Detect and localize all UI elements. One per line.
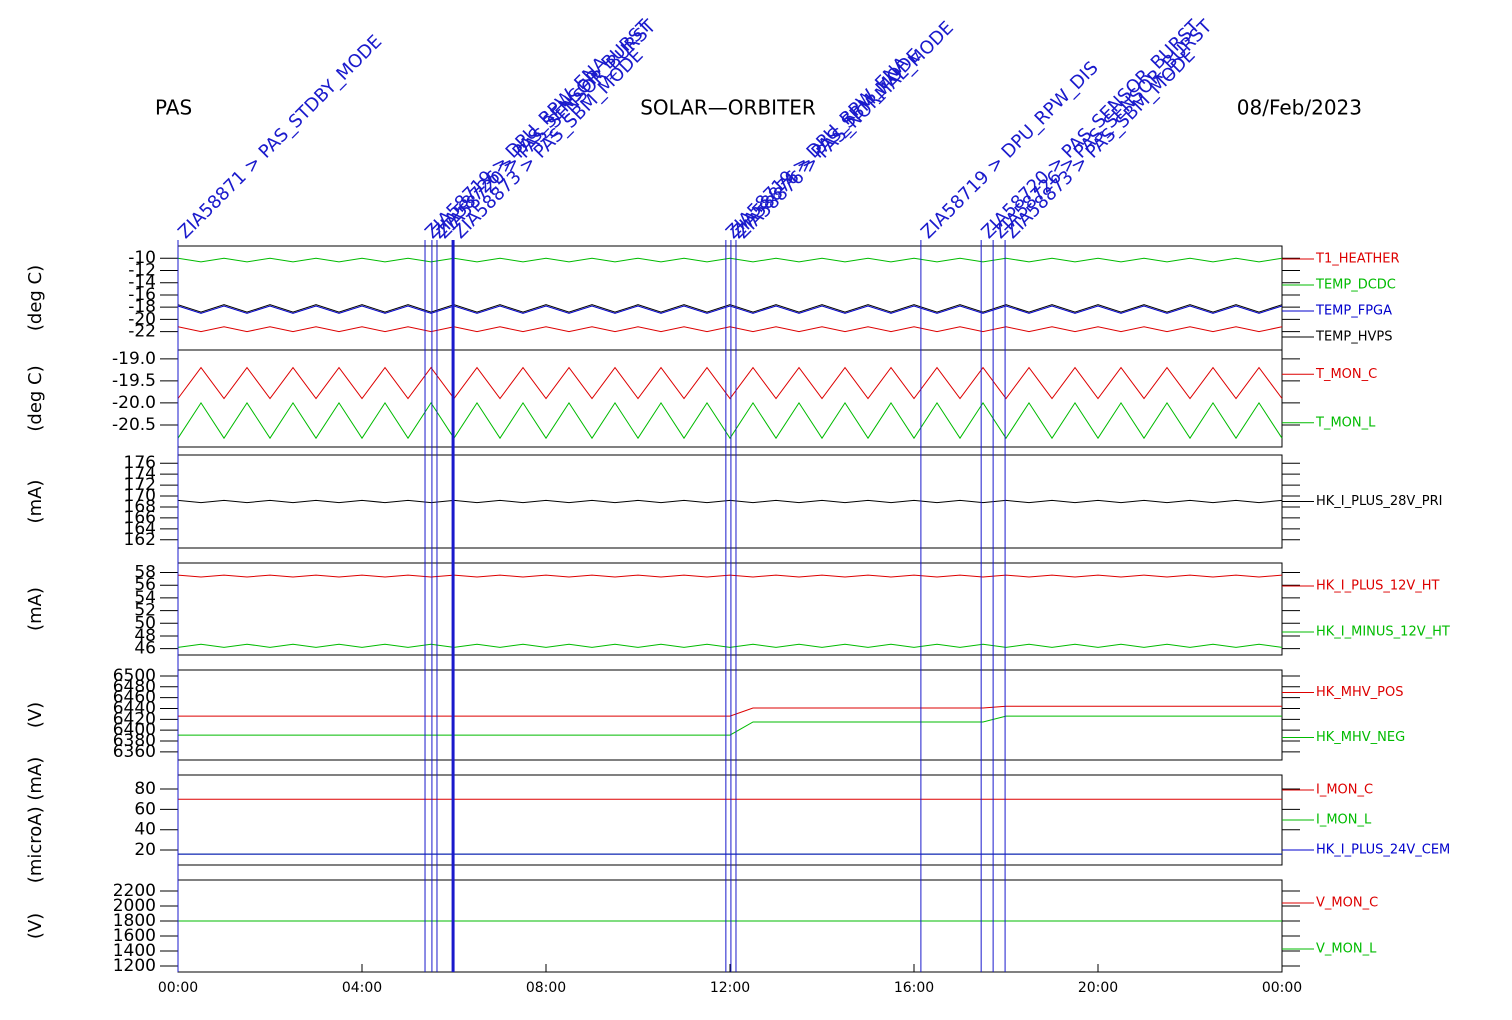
y-tick-label: 6440 — [113, 698, 156, 718]
legend-label: HK_I_PLUS_24V_CEM — [1316, 843, 1450, 858]
y-tick-label: 1400 — [113, 941, 156, 961]
y-tick-label: -19.5 — [112, 371, 156, 391]
y-tick-label: 168 — [124, 497, 156, 517]
legend-label: I_MON_C — [1316, 783, 1373, 798]
y-tick-label: 6480 — [113, 677, 156, 697]
y-tick-label: 6420 — [113, 709, 156, 729]
y-tick-label: 54 — [134, 588, 156, 608]
x-tick-label: 00:00 — [1262, 980, 1302, 996]
panel-frame — [177, 774, 1283, 866]
series-line — [177, 499, 1283, 504]
series-line — [177, 304, 1283, 313]
legend-label: HK_I_PLUS_28V_PRI — [1316, 494, 1442, 509]
legend-label: V_MON_L — [1316, 942, 1377, 957]
y-tick-label: -18 — [128, 297, 156, 317]
x-tick-label: 16:00 — [894, 980, 934, 996]
header-right: 08/Feb/2023 — [1237, 96, 1362, 120]
legend-label: V_MON_C — [1316, 896, 1378, 911]
y-tick-label: -20.0 — [112, 393, 156, 413]
y-tick-label: 40 — [134, 820, 156, 840]
legend-label: HK_I_PLUS_12V_HT — [1316, 579, 1440, 594]
series-line — [177, 574, 1283, 578]
legend-label: TEMP_FPGA — [1315, 304, 1392, 319]
panel-frame — [177, 669, 1283, 761]
legend-label: TEMP_DCDC — [1315, 278, 1396, 293]
x-tick-label: 08:00 — [526, 980, 566, 996]
y-tick-label: 52 — [134, 601, 156, 621]
y-tick-label: 56 — [134, 575, 156, 595]
y-axis-label: (microA) (mA) — [25, 757, 46, 883]
y-tick-label: 1800 — [113, 911, 156, 931]
panel-frame — [177, 879, 1283, 973]
y-tick-label: 6500 — [113, 666, 156, 686]
x-tick-label: 04:00 — [342, 980, 382, 996]
y-tick-label: -16 — [128, 285, 156, 305]
series-line — [178, 715, 1282, 736]
y-tick-label: -22 — [128, 322, 156, 342]
y-tick-label: 46 — [134, 639, 156, 659]
legend-label: I_MON_L — [1316, 813, 1372, 828]
y-axis-label: (mA) — [25, 587, 46, 631]
legend-label: HK_MHV_POS — [1316, 685, 1404, 700]
y-tick-label: 1200 — [113, 956, 156, 976]
panel-frame — [177, 454, 1283, 549]
legend-label: T_MON_C — [1315, 367, 1377, 382]
header-left: PAS — [155, 96, 192, 120]
y-axis-label: (deg C) — [25, 365, 46, 431]
y-tick-label: 6460 — [113, 688, 156, 708]
y-tick-label: 58 — [134, 563, 156, 583]
y-tick-label: 1600 — [113, 926, 156, 946]
y-tick-label: 176 — [124, 453, 156, 473]
event-label: ZIA58871 > PAS_STDBY_MODE — [174, 31, 386, 243]
x-tick-label: 00:00 — [158, 980, 198, 996]
legend-label: HK_I_MINUS_12V_HT — [1316, 625, 1450, 640]
x-tick-label: 20:00 — [1078, 980, 1118, 996]
series-line — [177, 326, 1283, 333]
legend-label: T_MON_L — [1315, 415, 1376, 430]
y-tick-label: -10 — [128, 248, 156, 268]
y-tick-label: 6400 — [113, 720, 156, 740]
y-tick-label: 80 — [134, 779, 156, 799]
series-line — [177, 366, 1283, 400]
y-axis-label: (V) — [25, 702, 46, 728]
event-label: ZIA58876 > PAS_NORMAL_MODE — [732, 17, 958, 243]
event-label: ZIA58873 > PAS_SBM_MODE — [449, 45, 647, 243]
y-tick-label: -19.0 — [112, 349, 156, 369]
legend-label: TEMP_HVPS — [1315, 330, 1392, 345]
y-tick-label: 20 — [134, 840, 156, 860]
series-line — [177, 305, 1283, 314]
series-line — [178, 705, 1282, 717]
y-tick-label: 2000 — [113, 896, 156, 916]
y-tick-label: 174 — [124, 464, 156, 484]
series-line — [177, 257, 1283, 263]
y-tick-label: 6360 — [113, 742, 156, 762]
y-tick-label: 162 — [124, 530, 156, 550]
y-tick-label: 172 — [124, 475, 156, 495]
y-tick-label: -20 — [128, 309, 156, 329]
x-tick-label: 12:00 — [710, 980, 750, 996]
y-axis-label: (deg C) — [25, 265, 46, 331]
y-tick-label: 2200 — [113, 881, 156, 901]
y-tick-label: 164 — [124, 519, 156, 539]
y-axis-label: (V) — [25, 913, 46, 939]
y-tick-label: -12 — [128, 260, 156, 280]
series-line — [177, 643, 1283, 648]
series-line — [177, 401, 1283, 440]
y-tick-label: -20.5 — [112, 415, 156, 435]
y-tick-label: -14 — [128, 273, 156, 293]
y-tick-label: 170 — [124, 486, 156, 506]
y-tick-label: 60 — [134, 799, 156, 819]
y-axis-label: (mA) — [25, 480, 46, 524]
y-tick-label: 6380 — [113, 731, 156, 751]
legend-label: T1_HEATHER — [1315, 252, 1400, 267]
y-tick-label: 50 — [134, 613, 156, 633]
y-tick-label: 48 — [134, 626, 156, 646]
y-tick-label: 166 — [124, 508, 156, 528]
legend-label: HK_MHV_NEG — [1316, 730, 1405, 745]
header-center: SOLAR—ORBITER — [640, 96, 816, 120]
